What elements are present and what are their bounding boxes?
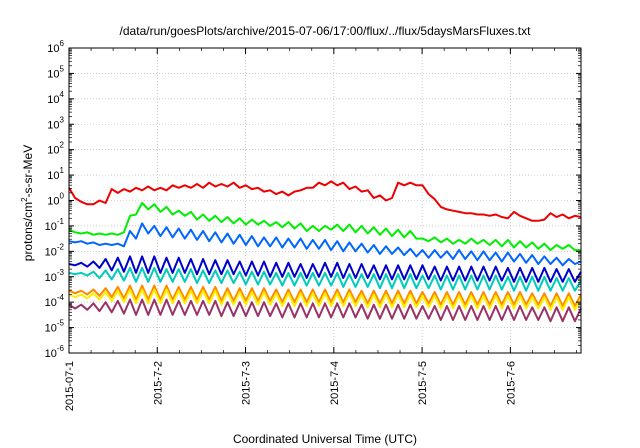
x-tick-label: 2015-7-5 <box>417 361 429 405</box>
x-tick-label: 2015-7-2 <box>152 361 164 405</box>
axes <box>68 47 582 354</box>
x-tick-label: 2015-7-6 <box>505 361 517 405</box>
y-tick-label: 105 <box>47 64 64 80</box>
y-tick-label: 100 <box>47 192 64 208</box>
series-line-7 <box>68 288 582 311</box>
plot-frame <box>68 47 582 354</box>
y-axis-label: protons/cm2-s-sr-MeV <box>20 145 35 261</box>
x-axis-label: Coordinated Universal Time (UTC) <box>233 432 417 446</box>
y-tick-label: 10-3 <box>45 268 65 284</box>
y-tick-label: 10-1 <box>45 217 65 233</box>
x-tick-label: 2015-7-4 <box>329 361 341 405</box>
series-line-5 <box>68 266 582 292</box>
chart-title: /data/run/goesPlots/archive/2015-07-06/1… <box>120 24 532 38</box>
y-tick-label: 10-5 <box>45 319 65 335</box>
y-tick-label: 106 <box>47 39 64 55</box>
series-layer <box>68 180 582 323</box>
y-tick-label: 101 <box>47 166 64 182</box>
y-tick-label: 10-4 <box>45 293 65 309</box>
x-tick-label: 2015-7-3 <box>241 361 253 405</box>
series-line-4 <box>68 255 582 283</box>
y-tick-label: 103 <box>47 115 64 131</box>
y-tick-label: 102 <box>47 141 64 157</box>
y-tick-label: 10-2 <box>45 242 65 258</box>
y-tick-labels: 106 105 104 103 102 101 100 10-1 10-2 10-3 10-4 10-… <box>45 39 65 360</box>
series-line-2 <box>68 202 581 252</box>
series-line-1 <box>68 180 582 222</box>
y-tick-label: 10-6 <box>45 344 65 360</box>
series-line-8 <box>68 298 582 323</box>
series-line-3 <box>68 222 582 267</box>
y-tick-label: 104 <box>47 90 64 106</box>
x-tick-labels: 2015-07-1 2015-7-2 2015-7-3 2015-7-4 2015-7-… <box>64 361 517 411</box>
x-tick-label: 2015-07-1 <box>64 361 76 411</box>
series-line-6 <box>68 284 582 307</box>
